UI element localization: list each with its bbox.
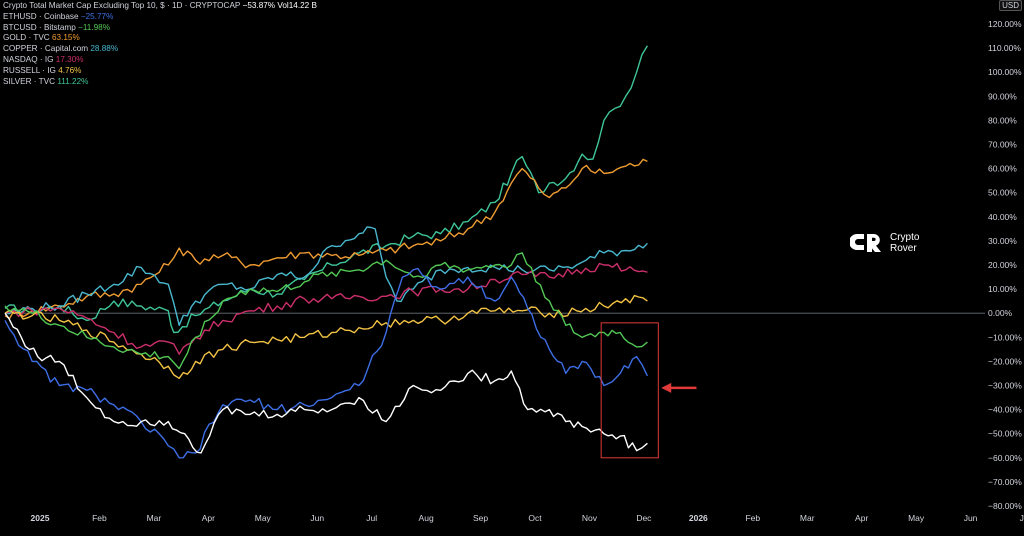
legend-item[interactable]: Crypto Total Market Cap Excluding Top 10… xyxy=(3,1,317,12)
legend-item[interactable]: RUSSELL · IG 4.76% xyxy=(3,66,317,77)
legend: Crypto Total Market Cap Excluding Top 10… xyxy=(3,1,317,87)
legend-label: COPPER · Capital.com xyxy=(3,44,89,54)
y-tick-label: 80.00% xyxy=(988,115,1017,125)
y-tick-label: 50.00% xyxy=(988,188,1017,198)
brand-line-1: Crypto xyxy=(890,232,920,243)
x-tick-label: Oct xyxy=(528,513,542,523)
x-tick-label: Jun xyxy=(310,513,324,523)
y-tick-label: −80.00% xyxy=(988,501,1022,511)
legend-label: SILVER · TVC xyxy=(3,76,56,86)
x-tick-label: 2025 xyxy=(31,513,50,523)
legend-label: BTCUSD · Bitstamp xyxy=(3,22,76,32)
series-line-5[interactable] xyxy=(4,252,648,370)
series-lines xyxy=(4,45,649,459)
legend-value: 28.88% xyxy=(90,44,119,54)
x-tick-label: May xyxy=(908,513,925,523)
x-tick-label: Apr xyxy=(202,513,215,523)
x-tick-label: Feb xyxy=(745,513,760,523)
legend-label: GOLD · TVC xyxy=(3,33,50,43)
legend-label: NASDAQ · IG xyxy=(3,54,54,64)
y-tick-label: −20.00% xyxy=(988,356,1022,366)
x-tick-label: Jul xyxy=(1020,513,1024,523)
x-tick-label: Mar xyxy=(800,513,815,523)
y-tick-label: −30.00% xyxy=(988,381,1022,391)
series-line-0[interactable] xyxy=(4,45,648,334)
legend-item[interactable]: GOLD · TVC 63.15% xyxy=(3,33,317,44)
brand-watermark: Crypto Rover xyxy=(850,232,919,254)
legend-label: Crypto Total Market Cap Excluding Top 10… xyxy=(3,1,241,10)
arrow-head-icon xyxy=(661,382,672,393)
legend-item[interactable]: SILVER · TVC 111.22% xyxy=(3,77,317,88)
series-line-7[interactable] xyxy=(4,312,648,454)
annotations xyxy=(600,322,697,459)
legend-item[interactable]: COPPER · Capital.com 28.88% xyxy=(3,44,317,55)
x-tick-label: Mar xyxy=(147,513,162,523)
legend-value: 111.22% xyxy=(57,76,89,86)
legend-value: −11.98% xyxy=(78,22,111,32)
y-tick-label: 110.00% xyxy=(988,43,1021,53)
legend-value: −25.77% xyxy=(80,11,114,21)
y-tick-label: 10.00% xyxy=(988,284,1017,294)
x-tick-label: Dec xyxy=(636,513,652,523)
legend-label: RUSSELL · IG xyxy=(3,65,56,75)
y-tick-label: 0.00% xyxy=(988,308,1013,318)
x-axis: 2025 Feb Mar Apr May Jun Jul Aug Sep Oct Nov Dec 202… xyxy=(31,513,1024,523)
y-tick-label: 30.00% xyxy=(988,236,1017,246)
y-tick-label: −40.00% xyxy=(988,405,1022,415)
x-tick-label: Sep xyxy=(473,513,488,523)
x-tick-label: Feb xyxy=(92,513,107,523)
x-tick-label: Jul xyxy=(366,513,377,523)
series-line-3[interactable] xyxy=(4,262,648,355)
legend-label: ETHUSD · Coinbase xyxy=(3,11,79,21)
legend-item[interactable]: NASDAQ · IG 17.30% xyxy=(3,55,317,66)
y-tick-label: −70.00% xyxy=(988,477,1022,487)
x-tick-label: Nov xyxy=(582,513,598,523)
x-tick-label: 2026 xyxy=(689,513,708,523)
legend-item[interactable]: ETHUSD · Coinbase −25.77% xyxy=(3,12,317,23)
brand-line-2: Rover xyxy=(890,243,917,254)
legend-volume: Vol14.22 B xyxy=(275,1,317,10)
series-line-1[interactable] xyxy=(4,158,648,320)
y-tick-label: 100.00% xyxy=(988,67,1022,77)
highlight-box xyxy=(600,322,659,459)
series-line-2[interactable] xyxy=(4,226,648,326)
currency-selector[interactable]: USD xyxy=(999,0,1022,11)
y-tick-label: 120.00% xyxy=(988,19,1022,29)
y-tick-label: 20.00% xyxy=(988,260,1017,270)
legend-value: 17.30% xyxy=(55,54,84,64)
y-tick-label: 40.00% xyxy=(988,212,1017,222)
y-tick-label: −60.00% xyxy=(988,453,1022,463)
legend-value: 4.76% xyxy=(58,65,82,75)
x-tick-label: May xyxy=(255,513,272,523)
series-line-6[interactable] xyxy=(4,267,649,459)
y-axis: 120.00% 110.00% 100.00% 90.00% 80.00% 70.00% 6… xyxy=(988,19,1022,511)
legend-value: −53.87% xyxy=(242,1,276,10)
x-tick-label: Jun xyxy=(964,513,978,523)
y-tick-label: −10.00% xyxy=(988,332,1022,342)
y-tick-label: −50.00% xyxy=(988,429,1022,439)
x-tick-label: Aug xyxy=(419,513,434,523)
y-tick-label: 90.00% xyxy=(988,91,1017,101)
legend-item[interactable]: BTCUSD · Bitstamp −11.98% xyxy=(3,23,317,34)
series-line-4[interactable] xyxy=(4,294,648,379)
y-tick-label: 70.00% xyxy=(988,140,1017,150)
x-tick-label: Apr xyxy=(855,513,868,523)
legend-value: 63.15% xyxy=(52,33,80,43)
y-tick-label: 60.00% xyxy=(988,164,1017,174)
crypto-rover-logo-icon xyxy=(850,234,881,252)
